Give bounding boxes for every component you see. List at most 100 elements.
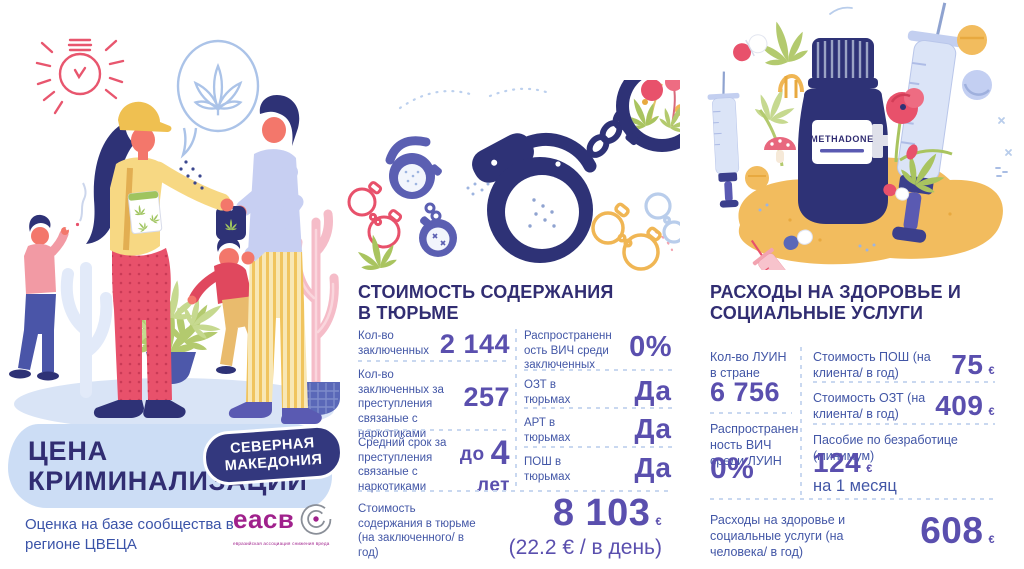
navy-handcuffs-icon <box>472 80 680 263</box>
divider <box>358 360 510 362</box>
stat-value: 257 <box>463 382 510 412</box>
cannabis-leaf-icon <box>353 230 401 275</box>
stat-row-avg-term: Средний срок за преступления связаные с … <box>358 436 510 495</box>
bottle-label-text: METHADONE <box>810 134 873 144</box>
drug-pouch <box>216 206 246 240</box>
prison-total-label: Стоимость содержания в тюрьме (на заключ… <box>358 503 476 560</box>
prison-heading-line2: В ТЮРЬМЕ <box>358 302 459 323</box>
purple-handcuffs-icon <box>385 136 457 257</box>
per-day-value: (22.2 € / в день) <box>508 536 662 559</box>
stat-label: Средний срок за преступления связаные с … <box>358 437 447 494</box>
stat-row-ost-cost: Стоимость ОЗТ (на клиента/ в год) 409 € <box>813 390 995 422</box>
ehra-logo: еасв <box>233 501 334 537</box>
stat-row-nsp-cost: Стоимость ПОШ (на клиента/ в год) 75 € <box>813 349 995 381</box>
prison-section-heading: СТОИМОСТЬ СОДЕРЖАНИЯ В ТЮРЬМЕ <box>358 282 678 324</box>
prison-total-value: 8 103 € (22.2 € / в день) <box>450 492 662 560</box>
total-amount: 8 103 <box>552 492 651 534</box>
people-illustration <box>9 38 340 430</box>
currency-sign: € <box>988 365 995 377</box>
stat-row-hiv-prison: Распространенность ВИЧ среди заключенных… <box>524 329 672 373</box>
currency-sign: € <box>655 516 662 528</box>
red-capsule-icon <box>733 34 768 62</box>
amount: 409 <box>935 390 984 421</box>
pills <box>733 25 992 250</box>
man-figure <box>216 94 322 424</box>
amount: 124 <box>813 447 862 478</box>
stat-row-drug-prisoners: Кол-во заключенных за преступления связа… <box>358 368 510 442</box>
stat-label: Кол-во заключенных за преступления связа… <box>358 369 444 440</box>
yellow-handcuffs-icon <box>591 202 662 271</box>
divider <box>524 369 672 371</box>
stat-value: Да <box>634 413 672 444</box>
stat-label: Стоимость ПОШ (на клиента/ в год) <box>813 350 931 380</box>
term-number: 4 <box>490 434 510 472</box>
stat-value: 0% <box>629 331 672 363</box>
hiv-pwid-label: Распространенность ВИЧ среди ЛУИН <box>710 422 799 468</box>
health-total-label: Расходы на здоровье и социальные услуги … <box>710 513 846 559</box>
dashed-arcs <box>398 87 674 252</box>
small-red-capsule-icon <box>883 183 910 201</box>
stat-value: Да <box>634 375 672 406</box>
coral-plant <box>60 262 113 398</box>
woman-figure <box>86 101 234 418</box>
benefit-period: на 1 месяц <box>813 477 897 495</box>
dot-cluster <box>758 203 876 252</box>
prison-heading-line1: СТОИМОСТЬ СОДЕРЖАНИЯ <box>358 282 614 302</box>
health-heading-line2: СОЦИАЛЬНЫЕ УСЛУГИ <box>710 302 924 323</box>
yellow-pill2-icon <box>745 166 769 190</box>
flowers-in-cuff <box>629 80 680 137</box>
currency-sign: € <box>866 463 873 475</box>
logo-tagline: евразийская ассоциация снижения вреда <box>233 541 330 546</box>
stat-label: Стоимость ОЗТ (на клиента/ в год) <box>813 391 926 421</box>
title-line-1: ЦЕНА <box>28 436 108 466</box>
blue-capsule-icon <box>783 229 813 250</box>
stat-value: до 4 лет <box>459 434 510 497</box>
subtitle: Оценка на базе сообщества в регионе ЦВЕЦ… <box>25 516 234 554</box>
amount: 75 <box>951 349 984 380</box>
column-divider <box>515 329 517 487</box>
methadone-illustration: METHADONE <box>707 2 1012 270</box>
divider <box>813 381 995 383</box>
mushrooms-icon <box>764 74 804 163</box>
stat-label: АРТ в тюрьмах <box>524 417 571 444</box>
divider <box>358 429 510 431</box>
pink-syringe-icon <box>750 239 804 270</box>
total-amount: 608 <box>920 510 984 551</box>
sparkles <box>829 6 1012 177</box>
yellow-pill-icon <box>957 25 987 55</box>
stat-value: 409 € <box>935 390 995 422</box>
red-handcuffs-icon <box>347 181 403 249</box>
hiv-pwid-value: 0% <box>710 452 755 485</box>
country-badge: СЕВЕРНАЯ МАКЕДОНИЯ <box>201 423 345 488</box>
stat-label: ПОШ в тюрьмах <box>524 456 571 483</box>
term-prefix: до <box>459 443 485 465</box>
pwid-value: 6 756 <box>710 377 781 407</box>
methadone-bottle: METHADONE <box>798 38 894 224</box>
divider <box>358 490 668 492</box>
speech-bubble-cannabis-icon <box>176 39 260 159</box>
health-section-heading: РАСХОДЫ НА ЗДОРОВЬЕ И СОЦИАЛЬНЫЕ УСЛУГИ <box>710 282 1020 324</box>
divider <box>710 498 995 500</box>
currency-sign: € <box>988 406 995 418</box>
stat-value: 75 € <box>951 349 995 381</box>
pwid-label: Кол-во ЛУИН в стране <box>710 350 787 380</box>
stat-label: Кол-во заключенных <box>358 330 430 357</box>
poppy-flower-icon <box>886 88 924 163</box>
divider <box>710 412 792 414</box>
divider <box>524 446 672 448</box>
handcuffs-illustration <box>347 80 680 275</box>
smoking-figure <box>9 182 87 381</box>
stat-label: Распространенность ВИЧ среди заключенных <box>524 330 612 372</box>
blue-handcuffs-icon <box>644 192 680 244</box>
benefit-value: 124 € <box>813 447 873 479</box>
lightbulb-icon <box>35 38 125 115</box>
stat-label: ОЗТ в тюрьмах <box>524 379 571 406</box>
column-divider <box>800 347 802 497</box>
seed-packet <box>127 190 163 234</box>
stat-value: Да <box>634 452 672 483</box>
speckle-dots <box>179 160 204 190</box>
divider <box>813 423 995 425</box>
health-heading-line1: РАСХОДЫ НА ЗДОРОВЬЕ И <box>710 282 961 302</box>
logo-wordmark: еасв <box>233 503 295 534</box>
